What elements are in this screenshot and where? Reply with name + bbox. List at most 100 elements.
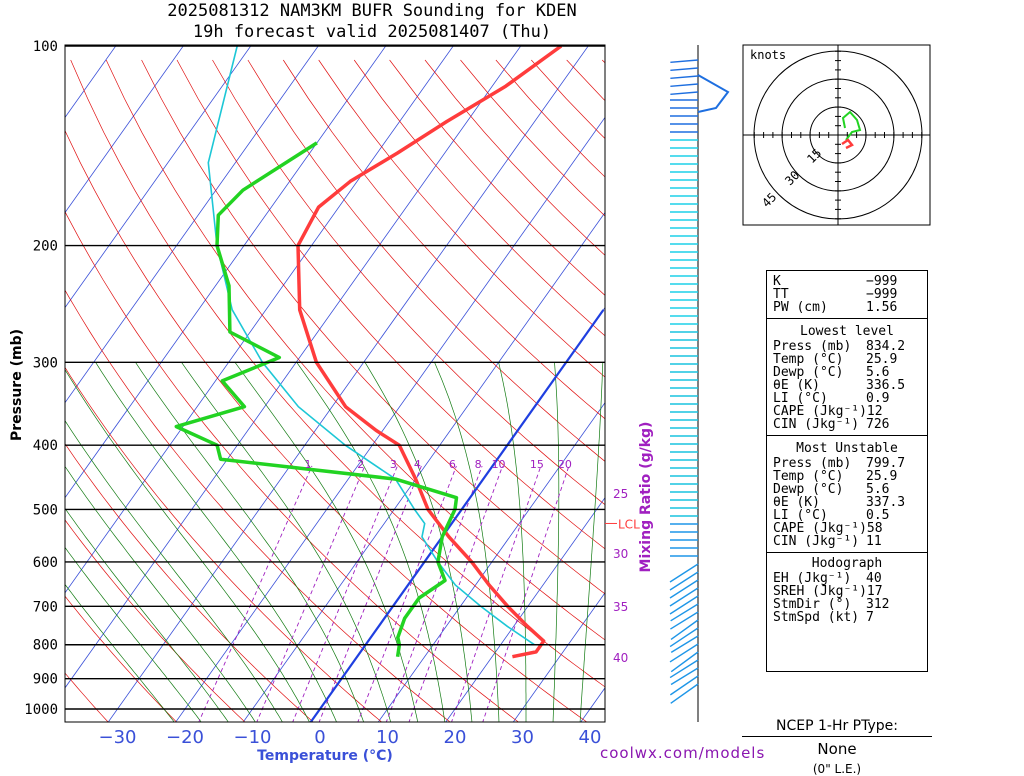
index-row: PW (cm)1.56 [767,301,927,314]
index-row: K−999 [767,275,927,288]
index-key: CIN (Jkg⁻¹) [773,535,866,548]
wind-barb [670,676,698,695]
y-tick-700: 700 [33,599,58,615]
wind-barb [671,604,698,621]
index-value: 312 [866,598,921,611]
wind-barb [671,668,698,684]
moist-adiabat [553,362,559,723]
ptype-box: NCEP 1-Hr PType: None (0" L.E.) [742,718,932,776]
index-value: 726 [866,418,921,431]
index-value: 1.56 [866,301,921,314]
isotherm-line [40,31,531,723]
wind-barb [670,596,698,614]
y-tick-900: 900 [33,672,58,688]
dry-adiabat [425,60,1024,723]
theta-e-label-30: 30 [613,547,628,561]
index-row: CIN (Jkg⁻¹)11 [767,535,927,548]
mixing-ratio-label-20: 20 [558,458,572,471]
wind-barb [670,76,698,78]
chart-title-line2: 19h forecast valid 2025081407 (Thu) [193,22,551,42]
dry-adiabat [71,60,657,723]
mixing-ratio-label-3: 3 [390,458,397,471]
y-tick-500: 500 [33,502,58,518]
moist-adiabat [435,362,500,723]
index-key: PW (cm) [773,301,866,314]
x-tick-1: −20 [166,727,204,748]
y-tick-800: 800 [33,638,58,654]
chart-title-line1: 2025081312 NAM3KM BUFR Sounding for KDEN [167,1,576,21]
moist-adiabat [0,362,229,723]
moist-adiabat [61,362,310,723]
mixing-ratio-line [292,466,397,723]
mixing-ratio-label-15: 15 [530,458,544,471]
mixing-ratio-line [357,466,456,723]
isotherm-line [0,31,194,723]
x-tick-3: 0 [314,727,325,748]
y-tick-200: 200 [33,239,58,255]
wind-barb [670,84,698,86]
index-key: StmSpd (kt) [773,611,866,624]
most-unstable-header: Most Unstable [767,440,927,457]
wind-barbs [670,45,728,722]
theta-e-label-35: 35 [613,600,628,614]
wind-barb [670,92,698,94]
moist-adiabat [580,362,603,723]
x-tick-6: 30 [511,727,534,748]
mixing-ratio-label-6: 6 [449,458,456,471]
index-row: CIN (Jkg⁻¹)726 [767,418,927,431]
dry-adiabat [0,60,383,723]
wind-barb [670,644,698,662]
credit-text: coolwx.com/models [600,744,765,762]
moist-adiabat [0,362,175,723]
moist-adiabat [235,362,418,723]
y-tick-1000: 1000 [24,702,58,718]
mixing-ratio-label: Mixing Ratio (g/kg) [638,422,654,573]
mixing-ratio-label-10: 10 [492,458,506,471]
mixing-ratio-label-1: 1 [304,458,311,471]
lowest-level-header: Lowest level [767,323,927,340]
wind-barb [670,564,698,582]
mixing-ratio-label-4: 4 [414,458,421,471]
wind-barb [670,68,698,70]
theta-e-label-25: 25 [613,487,628,501]
isotherm-line [0,31,261,723]
dry-adiabat [0,60,178,723]
moist-adiabat [499,362,526,723]
dry-adiabat [106,60,725,723]
x-tick-7: 40 [579,727,602,748]
y-tick-400: 400 [33,438,58,454]
wind-barb [670,588,698,606]
x-tick-5: 20 [444,727,467,748]
hodograph-units: knots [750,48,786,62]
dry-adiabat [142,60,794,723]
moist-adiabat [29,362,283,723]
ptype-value: None [742,737,932,758]
temperature-trace [298,46,561,657]
x-tick-4: 10 [376,727,399,748]
mixing-ratio-label-8: 8 [475,458,482,471]
wind-barb [671,684,698,703]
ptype-subtext: (0" L.E.) [742,758,932,776]
x-tick-2: −10 [234,727,272,748]
y-tick-600: 600 [33,555,58,571]
lcl-label: LCL [618,517,640,531]
hodograph: knots 15 30 45 [743,45,930,225]
index-row: StmSpd (kt)7 [767,611,927,624]
wind-barb [670,572,698,590]
index-key: CIN (Jkg⁻¹) [773,418,866,431]
x-axis-label: Temperature (°C) [257,748,393,764]
sounding-profiles [176,46,561,657]
isotherm-line [0,31,396,723]
mixing-ratio-label-2: 2 [357,458,364,471]
hodograph-header: Hodograph [767,555,927,572]
ptype-label: NCEP 1-Hr PType: [742,718,932,737]
x-tick-0: −30 [99,727,137,748]
wind-barb [670,580,698,598]
y-axis-label: Pressure (mb) [9,329,25,441]
